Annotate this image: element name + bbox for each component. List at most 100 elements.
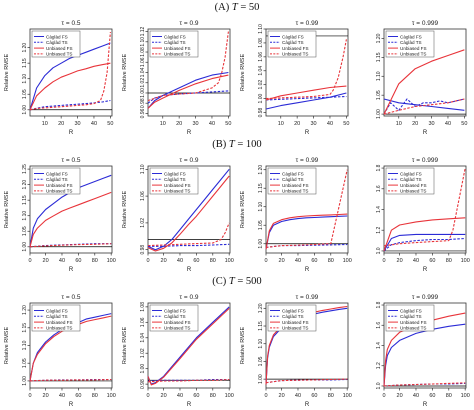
- x-tick-label: 50: [107, 121, 113, 127]
- x-tick-label: 40: [177, 393, 183, 399]
- chart-panel: τ = 0.99 0 20 40 60 80 100 R 1.00 1.05 1.10 1.15 1.2…: [240, 294, 352, 408]
- x-tick-label: 60: [429, 393, 435, 399]
- y-tick-label: 1.10: [22, 74, 28, 84]
- x-tick-label: 10: [42, 121, 48, 127]
- legend-label: Unbiased TS: [164, 326, 190, 331]
- legend-label: Càglàd TS: [282, 177, 304, 182]
- row-equation: = 500: [237, 276, 262, 287]
- y-tick-label: 1.4: [376, 342, 382, 349]
- legend-box: [31, 30, 81, 58]
- series-line: [147, 71, 229, 109]
- series-line: [383, 237, 466, 252]
- x-tick-label: 30: [192, 121, 198, 127]
- x-tick-label: 80: [446, 393, 452, 399]
- series-line: [265, 378, 348, 384]
- y-axis-label: Relative RMSE: [4, 191, 10, 229]
- x-tick-label: 20: [58, 121, 64, 127]
- legend-label: Unbiased FS: [46, 320, 73, 325]
- x-axis-label: R: [423, 267, 428, 273]
- x-tick-label: 60: [75, 258, 81, 264]
- plot-frame: [265, 302, 349, 389]
- chart-panel: τ = 0.99 0 20 40 60 80 100 R 1.00 1.05 1.10 1.15 1.2…: [240, 157, 352, 273]
- y-tick-label: 1.20: [258, 303, 264, 313]
- series-line: [383, 312, 466, 387]
- x-tick-label: 40: [445, 121, 451, 127]
- y-tick-label: 1.04: [140, 333, 146, 343]
- chart-panel: τ = 0.9 0 20 40 60 80 100 R 0.98 1.00 1.02 1.04 1.06…: [122, 294, 234, 408]
- legend-label: Càglàd FS: [282, 34, 304, 39]
- series-line: [265, 215, 348, 250]
- y-tick-label: 1.05: [258, 220, 264, 230]
- series-line: [148, 243, 230, 247]
- row-equation: = 50: [240, 2, 260, 13]
- series-line: [29, 191, 112, 247]
- y-tick-label: 1.10: [258, 339, 264, 349]
- row-caption: (B): [212, 139, 227, 150]
- plot-frame: [147, 165, 231, 254]
- y-tick-label: 1.06: [140, 191, 146, 201]
- legend-box: [267, 304, 317, 332]
- y-tick-label: 1.6: [376, 322, 382, 329]
- chart-title: τ = 0.5: [61, 294, 80, 301]
- row-symbol: T: [228, 276, 235, 287]
- x-tick-label: 30: [74, 121, 80, 127]
- y-tick-label: 1.02: [140, 348, 146, 358]
- x-axis-label: R: [305, 130, 310, 136]
- legend-label: Càglàd TS: [282, 314, 304, 319]
- series-line: [29, 174, 112, 247]
- legend-box: [267, 167, 317, 195]
- y-tick-label: 1.12: [140, 26, 146, 36]
- plot-frame: [383, 28, 467, 117]
- x-tick-label: 40: [295, 393, 301, 399]
- x-axis-label: R: [305, 402, 310, 408]
- x-axis-label: R: [187, 402, 192, 408]
- legend-label: Càglàd FS: [164, 171, 186, 176]
- x-tick-label: 80: [92, 258, 98, 264]
- x-tick-label: 100: [461, 258, 470, 264]
- chart-title: τ = 0.9: [179, 157, 198, 164]
- x-tick-label: 60: [311, 258, 317, 264]
- plot-frame: [29, 165, 113, 254]
- legend-label: Càglàd FS: [400, 308, 422, 313]
- x-tick-label: 100: [225, 393, 234, 399]
- x-tick-label: 60: [429, 258, 435, 264]
- legend-label: Càglàd TS: [282, 40, 304, 45]
- legend-label: Càglàd FS: [164, 34, 186, 39]
- chart-title: τ = 0.99: [296, 157, 319, 164]
- x-tick-label: 0: [264, 393, 267, 399]
- x-tick-label: 20: [176, 121, 182, 127]
- legend-box: [149, 304, 199, 332]
- legend-label: Càglàd TS: [46, 40, 68, 45]
- y-tick-label: 1.04: [140, 67, 146, 77]
- series-line: [265, 39, 347, 100]
- chart-title: τ = 0.999: [412, 294, 439, 301]
- y-axis-label: Relative RMSE: [122, 54, 128, 92]
- x-tick-label: 60: [193, 258, 199, 264]
- legend-label: Càglàd TS: [400, 314, 422, 319]
- legend-box: [385, 167, 435, 195]
- y-tick-label: 1.10: [22, 211, 28, 221]
- x-tick-label: 20: [294, 121, 300, 127]
- series-line: [383, 98, 465, 111]
- y-tick-label: 1.06: [140, 57, 146, 67]
- legend-label: Càglàd TS: [46, 177, 68, 182]
- y-tick-label: 1.06: [140, 317, 146, 327]
- y-tick-label: 1.00: [22, 242, 28, 252]
- x-tick-label: 20: [43, 258, 49, 264]
- x-tick-label: 0: [264, 258, 267, 264]
- legend-label: Unbiased FS: [164, 183, 191, 188]
- y-tick-label: 0.98: [258, 107, 264, 117]
- row-caption: (A): [214, 2, 230, 13]
- legend-label: Unbiased FS: [400, 46, 427, 51]
- legend-label: Unbiased FS: [46, 183, 73, 188]
- y-tick-label: 1.05: [376, 90, 382, 100]
- plot-frame: [265, 165, 349, 254]
- y-tick-label: 1.15: [258, 321, 264, 331]
- legend-label: Unbiased FS: [164, 320, 191, 325]
- y-tick-label: 1.10: [258, 24, 264, 34]
- y-tick-label: 1.02: [140, 218, 146, 228]
- legend-label: Càglàd TS: [164, 314, 186, 319]
